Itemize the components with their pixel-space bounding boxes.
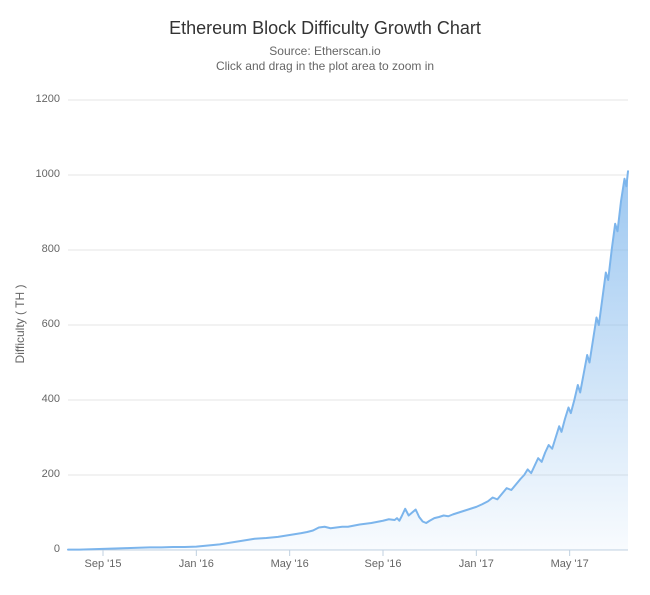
y-tick-label: 1000 <box>36 168 60 180</box>
chart-svg <box>68 100 628 570</box>
x-tick-label: Sep '15 <box>79 558 127 570</box>
subtitle-line-1: Source: Etherscan.io <box>269 44 380 58</box>
y-tick-label: 800 <box>42 243 60 255</box>
x-tick-label: May '16 <box>266 558 314 570</box>
y-tick-label: 0 <box>54 543 60 555</box>
y-tick-label: 600 <box>42 318 60 330</box>
subtitle-line-2: Click and drag in the plot area to zoom … <box>216 59 434 73</box>
y-tick-label: 1200 <box>36 93 60 105</box>
x-tick-label: Jan '17 <box>452 558 500 570</box>
chart-title: Ethereum Block Difficulty Growth Chart <box>0 18 650 39</box>
y-tick-label: 400 <box>42 393 60 405</box>
area-series <box>68 171 628 550</box>
chart-container: Ethereum Block Difficulty Growth Chart S… <box>0 0 650 595</box>
y-axis-label: Difficulty ( TH ) <box>13 264 27 384</box>
x-tick-label: Jan '16 <box>172 558 220 570</box>
y-tick-label: 200 <box>42 468 60 480</box>
x-tick-label: Sep '16 <box>359 558 407 570</box>
chart-subtitle: Source: Etherscan.io Click and drag in t… <box>0 44 650 74</box>
plot-area[interactable] <box>68 100 628 550</box>
x-tick-label: May '17 <box>546 558 594 570</box>
